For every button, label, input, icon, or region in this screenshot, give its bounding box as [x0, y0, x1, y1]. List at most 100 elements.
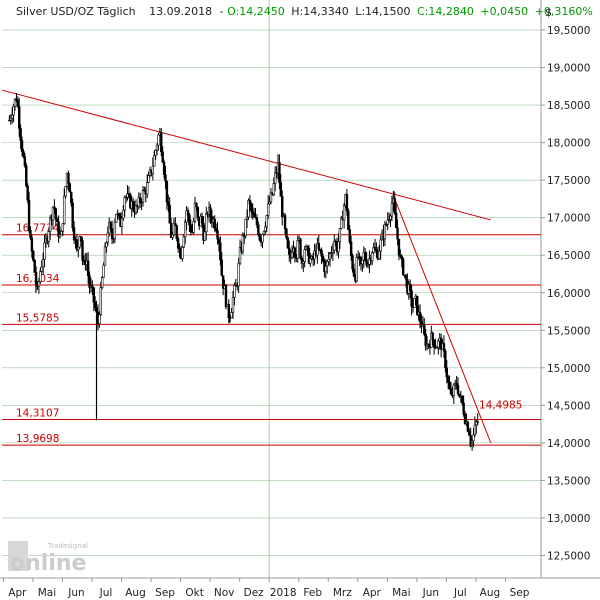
price-bar-body: [141, 190, 145, 203]
price-bar-body: [476, 421, 479, 423]
price-bar-body: [195, 202, 198, 208]
price-bar-body: [409, 284, 412, 291]
price-bar-body: [266, 203, 270, 216]
price-bar-body: [186, 210, 190, 216]
x-tick-label: Okt: [185, 587, 203, 599]
axis-frame: [0, 0, 600, 582]
price-bar-body: [432, 339, 436, 348]
header-high: H:14,3340: [291, 5, 348, 18]
price-bar-body: [330, 252, 333, 254]
price-bar-body: [164, 174, 167, 182]
price-bar-body: [269, 192, 273, 203]
price-bar-body: [333, 241, 336, 251]
price-bar-body: [61, 223, 65, 232]
y-tick-label: 12,5000: [547, 550, 590, 562]
price-bar-body: [285, 228, 288, 239]
x-tick-label: Jul: [99, 587, 113, 599]
price-bar-body: [188, 214, 191, 226]
price-bar-body: [75, 239, 79, 250]
price-bar-body: [237, 262, 240, 287]
price-bar-body: [389, 215, 392, 220]
price-bar-body: [167, 201, 170, 206]
price-bar-body: [244, 218, 247, 237]
price-bar-body: [431, 332, 434, 341]
price-bar-body: [174, 223, 177, 226]
price-bar-body: [30, 237, 34, 252]
price-bar-body: [126, 193, 129, 198]
price-bar-body: [224, 285, 228, 308]
currency-symbol: $: [545, 6, 552, 19]
price-bar-body: [93, 301, 97, 309]
price-bar-body: [82, 260, 86, 262]
price-bar-body: [303, 249, 306, 262]
price-bar-body: [157, 134, 160, 146]
price-bar-body: [171, 234, 174, 238]
price-bar-body: [300, 257, 304, 264]
x-tick-label: Sep: [155, 587, 175, 599]
price-bar-body: [40, 266, 43, 272]
price-bar-body: [26, 185, 29, 201]
x-tick-label: Jun: [67, 587, 84, 599]
price-bar-body: [185, 210, 188, 223]
price-bar-body: [288, 247, 291, 255]
price-bar-body: [71, 202, 74, 229]
price-bar-body: [81, 240, 84, 261]
price-bar-body: [338, 227, 342, 242]
price-bar-body: [219, 242, 222, 261]
price-bar-body: [466, 421, 470, 432]
price-bar-body: [347, 210, 350, 230]
price-bar-body: [238, 247, 242, 264]
price-bar-body: [445, 367, 448, 378]
price-bar-body: [102, 264, 105, 278]
price-bar-body: [176, 238, 180, 249]
tradesignal-online-logo: Tradesignal online: [8, 541, 88, 576]
price-bar-body: [33, 259, 36, 273]
price-bar-body: [387, 219, 391, 221]
price-bar-body: [103, 246, 107, 266]
price-bar-body: [124, 196, 128, 199]
price-bar-body: [416, 295, 419, 315]
price-bar-body: [424, 333, 427, 347]
price-bar-body: [383, 224, 387, 240]
price-bar-body: [23, 156, 27, 167]
price-bar-body: [181, 246, 184, 259]
price-bar-body: [461, 395, 464, 404]
price-bar-body: [286, 237, 290, 249]
price-bar-body: [430, 332, 433, 348]
trendlines: 14,4985: [1, 89, 522, 444]
price-bar-body: [153, 155, 156, 167]
price-bar-body: [268, 201, 271, 205]
price-bar-body: [397, 238, 401, 256]
price-bar-body: [13, 98, 17, 107]
trendline-long-downtrend: [1, 89, 491, 221]
price-bar-body: [67, 172, 70, 185]
x-tick-label: 2018: [270, 587, 297, 599]
price-bar-body: [337, 241, 340, 253]
price-bar-body: [257, 224, 260, 235]
price-bar-body: [241, 235, 245, 252]
price-bar-body: [324, 265, 328, 273]
x-tick-label: Feb: [303, 587, 322, 599]
price-bar-body: [183, 221, 187, 238]
price-bar-body: [361, 259, 364, 265]
price-bar-body: [162, 161, 166, 175]
price-bar-body: [160, 132, 163, 153]
y-tick-label: 14,5000: [547, 400, 590, 412]
price-bar-body: [468, 430, 471, 436]
price-bar-body: [213, 218, 216, 229]
price-bar-body: [427, 343, 430, 346]
header-change-abs: +0,0450: [480, 5, 528, 18]
price-bar-body: [296, 240, 299, 259]
price-bar-body: [109, 222, 112, 229]
price-bar-body: [265, 215, 268, 228]
price-bar-body: [420, 321, 423, 327]
price-bar-body: [112, 238, 115, 240]
price-bar-body: [56, 218, 59, 223]
price-bar-body: [10, 114, 14, 119]
price-bar-body: [193, 202, 197, 222]
price-bar-body: [25, 165, 28, 187]
price-bar-body: [147, 175, 150, 183]
price-bar-body: [113, 221, 117, 239]
price-bar-body: [475, 421, 478, 426]
